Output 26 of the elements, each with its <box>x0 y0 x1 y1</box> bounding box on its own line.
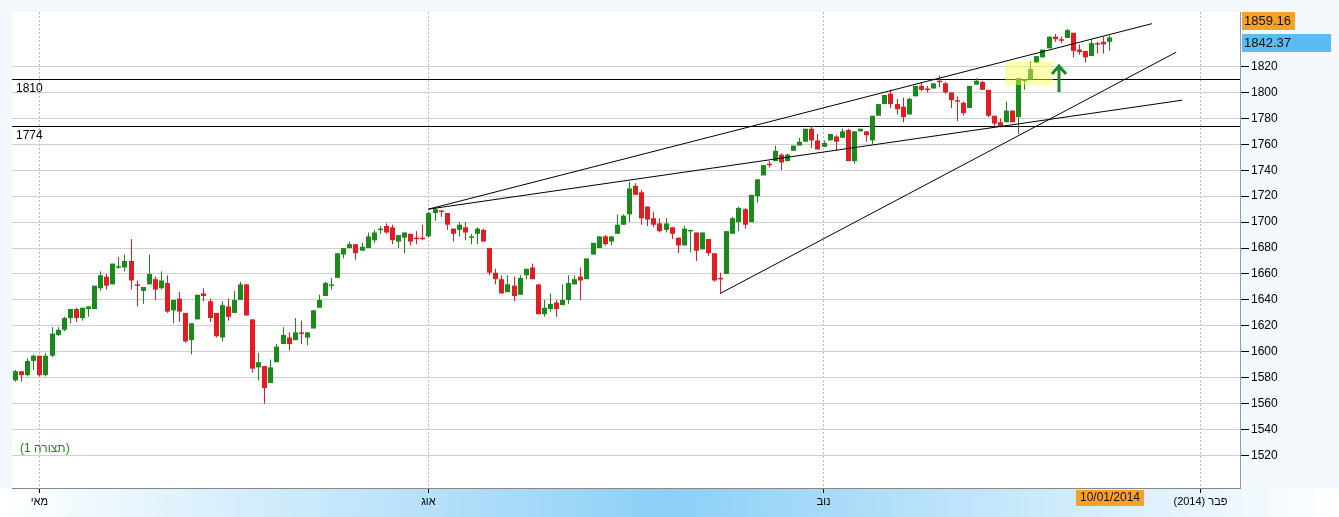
y-tick-label: 1640 <box>1251 292 1279 307</box>
y-tick-label: 1820 <box>1251 58 1279 73</box>
text: 1859.16 <box>1244 12 1291 28</box>
y-tick-label: 1600 <box>1251 344 1279 359</box>
y-tick-label: 1520 <box>1251 447 1279 462</box>
x-tick-label: מאי <box>30 494 49 507</box>
ref-line-label: 1810 <box>16 80 44 95</box>
y-tick-label: 1680 <box>1251 240 1279 255</box>
text: 10/01/2014 <box>1079 490 1141 505</box>
y-tick-label: 1660 <box>1251 266 1279 281</box>
text: 1842.37 <box>1244 34 1291 50</box>
y-tick-label: 1620 <box>1251 318 1279 333</box>
y-tick-label: 1720 <box>1251 188 1279 203</box>
x-tick-label: (2014) פבר <box>1173 494 1228 507</box>
y-tick-label: 1760 <box>1251 136 1279 151</box>
annotation: (תצורה 1) <box>20 441 70 456</box>
x-tick-label: נוב <box>816 494 831 507</box>
x-tick-label: אוג <box>421 494 436 507</box>
y-tick-label: 1580 <box>1251 370 1279 385</box>
y-tick-label: 1560 <box>1251 396 1279 411</box>
ref-line-label: 1774 <box>16 127 44 142</box>
y-tick-label: 1700 <box>1251 214 1279 229</box>
y-tick-label: 1780 <box>1251 110 1279 125</box>
y-tick-label: 1800 <box>1251 84 1279 99</box>
y-tick-label: 1540 <box>1251 421 1279 436</box>
y-tick-label: 1740 <box>1251 162 1279 177</box>
